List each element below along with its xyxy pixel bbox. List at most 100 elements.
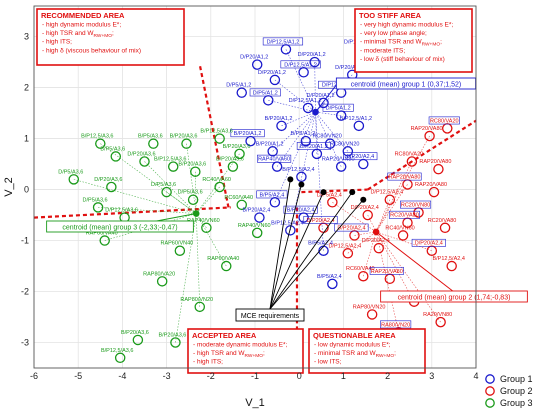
point-label: D/P20/A2,4 bbox=[306, 218, 334, 224]
legend-label: Group 2 bbox=[500, 386, 533, 396]
y-tick-label: 2 bbox=[24, 83, 29, 93]
point-label: RC20/VA80 bbox=[390, 213, 419, 219]
point-label: RC60/VA40 bbox=[346, 266, 375, 272]
centroid-link bbox=[375, 231, 441, 323]
point-label: RC20/VN80 bbox=[401, 202, 430, 208]
point-label: D/P5/A1,2 bbox=[326, 106, 351, 112]
mce-link-line bbox=[269, 199, 364, 310]
point-label: RAP60/VA40 bbox=[207, 256, 239, 262]
point-label: RC80/VN20 bbox=[330, 141, 359, 147]
y-tick-label: 3 bbox=[24, 32, 29, 42]
point-label-box bbox=[256, 190, 288, 199]
data-point bbox=[384, 273, 396, 285]
point-label: B/P20/A2,4 bbox=[346, 154, 374, 160]
y-tick-label: 1 bbox=[24, 134, 29, 144]
point-label-box bbox=[303, 215, 338, 224]
centroid-link bbox=[104, 213, 197, 241]
centroid-link bbox=[276, 111, 316, 167]
data-point bbox=[285, 225, 296, 236]
data-point bbox=[132, 334, 144, 346]
data-point bbox=[402, 217, 413, 228]
data-point bbox=[406, 156, 418, 167]
point-label: D/P20/A3,6 bbox=[127, 152, 155, 158]
data-point bbox=[362, 209, 373, 221]
point-label: B/P20/A1,2 bbox=[256, 141, 284, 147]
point-label: D/P20/A1,2 bbox=[258, 70, 286, 76]
centroid-link bbox=[354, 231, 377, 236]
y-tick-label: -1 bbox=[21, 236, 29, 246]
point-label-box bbox=[388, 210, 421, 219]
data-point bbox=[296, 171, 307, 183]
point-label: B/P20/A3,6 bbox=[159, 333, 187, 339]
point-label: D/P5/A3,6 bbox=[58, 169, 83, 175]
mce-label-box bbox=[235, 308, 305, 322]
zone-line-accepted: - high ITS; bbox=[193, 359, 223, 366]
x-tick-label: -4 bbox=[118, 371, 126, 381]
zone-line-too_stiff: - very high dynamic modulus E*; bbox=[360, 22, 453, 29]
point-label: B/P12,5/A3,6 bbox=[81, 134, 113, 140]
point-label: B/P20/A1,2 bbox=[234, 131, 262, 137]
zone-box-too_stiff bbox=[354, 8, 473, 73]
data-point bbox=[276, 120, 287, 132]
centroid-link bbox=[195, 213, 227, 267]
data-point bbox=[446, 260, 457, 272]
data-point bbox=[384, 194, 396, 205]
point-label-box bbox=[283, 205, 318, 214]
data-point bbox=[349, 230, 360, 241]
zone-line-questionable: - low dynamic modulus E*; bbox=[314, 342, 391, 349]
data-point bbox=[267, 146, 278, 157]
data-point bbox=[300, 135, 312, 147]
data-point bbox=[161, 186, 172, 198]
point-label: B/P5/A2,4 bbox=[308, 241, 333, 247]
centroid-callouts: centroid (mean) group 1 (0,37;1,52) centr… bbox=[46, 77, 528, 303]
point-label: D/P5/A3,6 bbox=[151, 182, 176, 188]
data-point bbox=[254, 212, 265, 223]
centroid-callout-box bbox=[46, 220, 194, 233]
point-label: RC80/VA20 bbox=[430, 118, 459, 124]
centroid-link bbox=[375, 184, 408, 233]
legend-label: Group 1 bbox=[500, 374, 533, 384]
zone-line-recommended: - high ITS; bbox=[42, 39, 72, 46]
data-point bbox=[174, 245, 186, 256]
point-label: B/P20/A3,6 bbox=[178, 162, 206, 168]
data-point bbox=[236, 87, 247, 98]
mce-link-line bbox=[269, 191, 353, 310]
x-axis-title: V_1 bbox=[245, 397, 265, 409]
point-label: D/P20/A2,4 bbox=[415, 241, 443, 247]
point-label: RAP80/VA20 bbox=[143, 271, 175, 277]
zone-line-questionable: - minimal TSR and WRW+MO; bbox=[314, 350, 396, 359]
centroid-link bbox=[281, 111, 316, 127]
data-point bbox=[201, 222, 212, 234]
centroid-link bbox=[175, 213, 197, 343]
point-label: D/P5/A3,6 bbox=[178, 190, 203, 196]
point-label: D/P12,5/A1,2 bbox=[267, 39, 300, 45]
centroid-link bbox=[195, 171, 197, 214]
centroid-link bbox=[73, 179, 197, 214]
data-point bbox=[95, 138, 106, 149]
data-point bbox=[428, 186, 440, 198]
centroid-link bbox=[195, 213, 201, 307]
mce-point bbox=[320, 189, 327, 196]
zone-line-too_stiff: - minimal TSR and WRW+MO; bbox=[360, 39, 442, 48]
point-label: D/P5/A1,2 bbox=[253, 90, 278, 96]
data-point bbox=[397, 230, 409, 241]
data-point bbox=[139, 156, 150, 167]
zone-line-too_stiff: - moderate ITS; bbox=[360, 47, 405, 54]
zone-box-recommended bbox=[36, 8, 185, 66]
mce-requirements: MCE requirements bbox=[235, 176, 367, 322]
point-label: RC80/VN20 bbox=[312, 134, 341, 140]
point-label: RC40/VA60 bbox=[202, 177, 231, 183]
x-tick-label: -3 bbox=[163, 371, 171, 381]
x-tick-label: 0 bbox=[297, 371, 302, 381]
mce-point bbox=[287, 176, 294, 183]
data-point bbox=[221, 260, 232, 272]
data-point bbox=[271, 161, 283, 172]
centroid-callout-box bbox=[380, 290, 528, 303]
x-tick-label: -6 bbox=[30, 371, 38, 381]
centroid-link bbox=[315, 111, 349, 152]
centroid-link bbox=[376, 231, 432, 252]
centroid-link bbox=[274, 79, 316, 113]
data-point bbox=[214, 181, 225, 193]
x-tick-label: -1 bbox=[251, 371, 259, 381]
point-label: B/P5/A2,4 bbox=[317, 274, 342, 280]
